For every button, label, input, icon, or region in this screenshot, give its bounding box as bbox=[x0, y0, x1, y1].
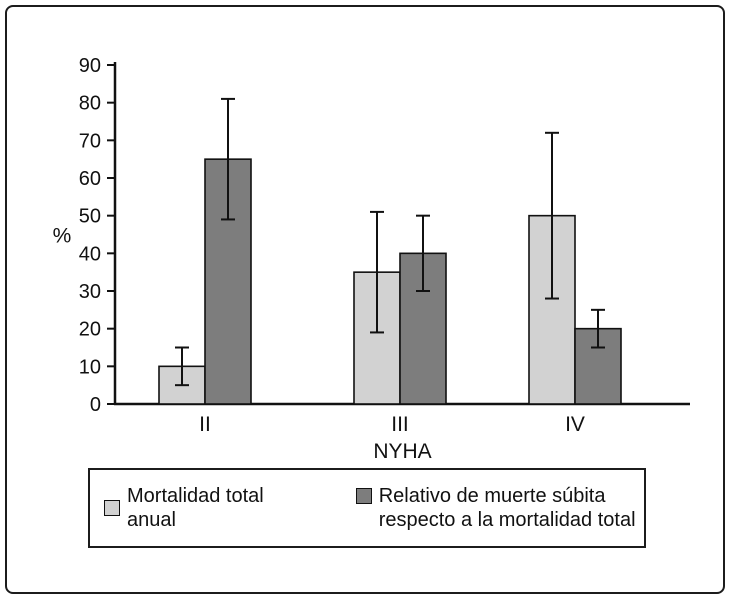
y-tick-label: 70 bbox=[79, 130, 101, 152]
y-tick-label: 10 bbox=[79, 356, 101, 378]
y-axis-title: % bbox=[53, 225, 72, 248]
y-tick-label: 90 bbox=[79, 55, 101, 77]
x-tick-label: IV bbox=[565, 413, 585, 436]
legend-swatch-light bbox=[104, 500, 120, 516]
y-tick-label: 0 bbox=[90, 394, 101, 416]
legend-item-muerte-subita: Relativo de muerte súbita respecto a la … bbox=[355, 484, 644, 532]
x-axis-title: NYHA bbox=[373, 440, 431, 460]
y-tick-label: 20 bbox=[79, 319, 101, 341]
legend-label-mortalidad-total: Mortalidad total anual bbox=[127, 485, 264, 531]
y-tick-label: 40 bbox=[79, 243, 101, 265]
legend-item-mortalidad-total: Mortalidad total anual bbox=[104, 484, 318, 532]
x-tick-label: III bbox=[391, 413, 409, 436]
y-tick-label: 60 bbox=[79, 168, 101, 190]
y-tick-label: 80 bbox=[79, 93, 101, 115]
y-tick-label: 50 bbox=[79, 206, 101, 228]
legend: Mortalidad total anual Relativo de muert… bbox=[88, 468, 646, 548]
legend-swatch-dark bbox=[355, 488, 372, 504]
legend-label-muerte-subita: Relativo de muerte súbita respecto a la … bbox=[378, 485, 636, 531]
x-tick-label: II bbox=[199, 413, 211, 436]
y-tick-label: 30 bbox=[79, 281, 101, 303]
